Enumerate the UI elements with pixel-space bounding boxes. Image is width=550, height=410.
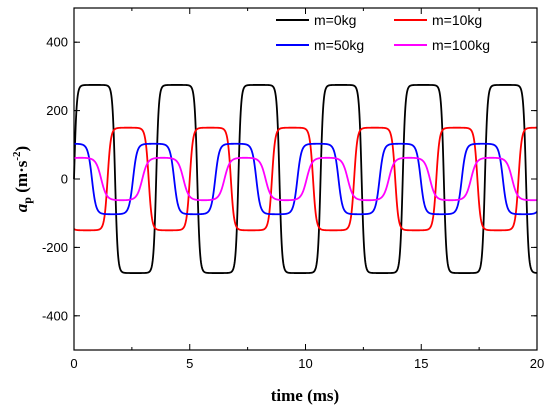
y-axis-label: ap (m·s-2): [11, 146, 34, 212]
y-tick-label: -400: [42, 308, 68, 323]
series-line-m-50kg: [73, 142, 538, 216]
x-axis-label: time (ms): [271, 386, 339, 405]
legend-label-m-50kg: m=50kg: [314, 37, 364, 53]
legend: m=0kg m=10kg m=50kg m=100kg: [276, 12, 490, 53]
ticks-layer: 0 5 10 15 20 -400 -200 0 200 400: [42, 8, 544, 371]
x-tick-label: 15: [414, 356, 428, 371]
legend-label-m-100kg: m=100kg: [432, 37, 490, 53]
series-line-m-100kg: [73, 156, 538, 202]
x-tick-label: 0: [70, 356, 77, 371]
series-line-m-10kg: [73, 126, 538, 232]
series-line-m-0kg: [73, 84, 538, 274]
y-tick-label: 400: [46, 35, 68, 50]
legend-label-m-0kg: m=0kg: [314, 12, 356, 28]
series-layer: [73, 84, 538, 274]
x-tick-label: 10: [298, 356, 312, 371]
x-tick-label: 5: [186, 356, 193, 371]
legend-label-m-10kg: m=10kg: [432, 12, 482, 28]
plot-frame: [73, 7, 538, 351]
x-tick-label: 20: [530, 356, 544, 371]
y-tick-label: 0: [61, 172, 68, 187]
y-tick-label: 200: [46, 103, 68, 118]
y-tick-label: -200: [42, 240, 68, 255]
